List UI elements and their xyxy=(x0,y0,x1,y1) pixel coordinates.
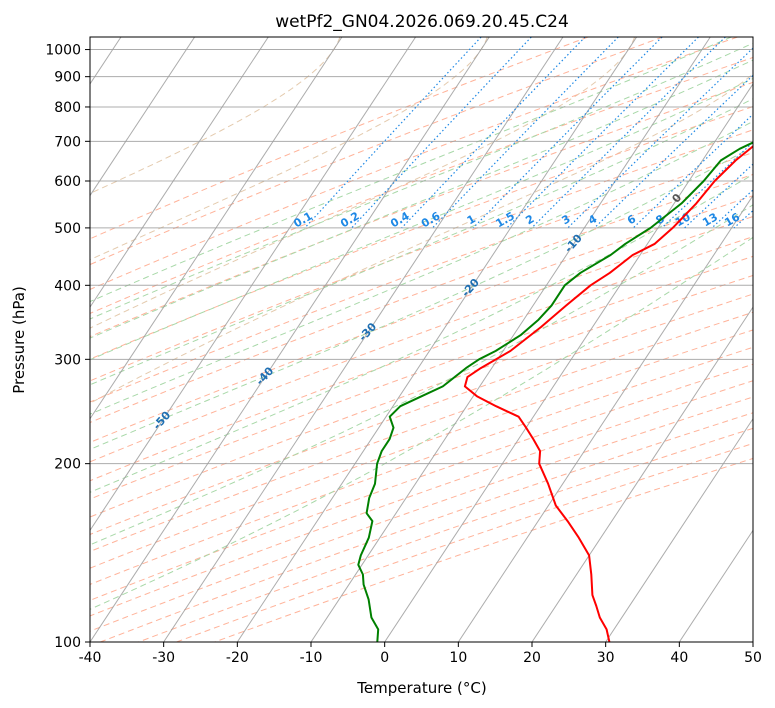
y-tick-label: 300 xyxy=(54,352,81,368)
x-tick-label: 50 xyxy=(744,650,762,666)
y-tick-label: 600 xyxy=(54,174,81,190)
isotherm-line xyxy=(90,37,269,309)
dry-adiabat xyxy=(90,151,753,403)
dry-adiabat xyxy=(90,255,753,500)
x-tick-label: -10 xyxy=(300,650,323,666)
y-tick-label: 900 xyxy=(54,70,81,86)
x-tick-label: 20 xyxy=(523,650,541,666)
y-tick-label: 500 xyxy=(54,221,81,237)
mixing-ratio-line xyxy=(351,37,532,229)
isotherm-line xyxy=(90,37,196,197)
isotherm-line xyxy=(90,37,417,532)
x-tick-label: -30 xyxy=(152,650,175,666)
moist-adiabat xyxy=(90,204,753,546)
x-tick-label: 30 xyxy=(597,650,615,666)
profile-series xyxy=(357,141,753,642)
plot-background xyxy=(90,37,753,642)
isotherm-line xyxy=(678,529,753,642)
dry-adiabat xyxy=(90,363,753,601)
y-tick-label: 1000 xyxy=(45,43,81,59)
chart-title: wetPf2_GN04.2026.069.20.45.C24 xyxy=(275,12,569,32)
y-tick-label: 700 xyxy=(54,134,81,150)
dry-adiabat xyxy=(90,396,753,632)
plot-frame xyxy=(89,36,754,643)
y-tick-label: 400 xyxy=(54,278,81,294)
x-tick-label: -40 xyxy=(79,650,102,666)
dry-adiabat xyxy=(90,329,753,569)
isotherm-line xyxy=(163,37,564,642)
isotherm-line xyxy=(236,37,638,642)
dry-adiabat xyxy=(90,311,753,553)
dry-adiabat xyxy=(90,37,663,266)
ccl-arc xyxy=(90,37,488,261)
y-axis-title: Pressure (hPa) xyxy=(10,286,28,394)
x-axis-title: Temperature (°C) xyxy=(356,679,486,697)
moist-adiabat xyxy=(90,120,753,415)
moist-adiabat xyxy=(90,145,753,450)
y-axis: 100 200 300 400 500 600 700 800 900 1000 xyxy=(45,43,90,651)
isotherm-line xyxy=(90,37,490,642)
moist-adiabat xyxy=(90,236,753,610)
y-tick-label: 800 xyxy=(54,100,81,116)
mixing-ratio-line xyxy=(472,37,663,229)
dry-adiabat xyxy=(90,129,753,382)
y-tick-label: 200 xyxy=(54,457,81,473)
mixing-ratio-line xyxy=(594,74,753,229)
mixing-ratio-line xyxy=(661,141,753,229)
x-tick-label: 40 xyxy=(670,650,688,666)
mixing-ratio-line xyxy=(304,37,482,229)
dry-adiabat xyxy=(90,81,753,338)
isotherm-line xyxy=(531,306,753,642)
mixing-ratio-line xyxy=(401,37,586,229)
dry-adiabat xyxy=(90,195,753,443)
dry-adiabat xyxy=(90,105,753,360)
isotherm-line xyxy=(90,37,343,420)
isotherm-line xyxy=(310,37,711,642)
x-axis: -40 -30 -20 -10 0 10 20 30 40 50 xyxy=(79,642,762,666)
dry-adiabat xyxy=(90,274,753,518)
ccl-arc xyxy=(90,37,341,195)
mixing-ratio-line xyxy=(506,37,699,229)
isotherm-line xyxy=(384,83,753,642)
isotherm-line xyxy=(752,641,753,642)
mixing-ratio-line xyxy=(567,47,753,229)
x-tick-label: 0 xyxy=(380,650,389,666)
x-tick-label: -20 xyxy=(226,650,249,666)
x-tick-label: 10 xyxy=(449,650,467,666)
y-tick-label: 100 xyxy=(54,635,81,651)
mixing-ratio-line xyxy=(758,37,775,228)
isotherm-line xyxy=(605,417,753,642)
temperature-profile-line xyxy=(463,145,753,642)
dry-adiabat xyxy=(90,215,753,463)
isotherm-line xyxy=(457,194,753,642)
background-lines xyxy=(90,37,775,642)
dry-adiabat xyxy=(90,37,738,290)
dewpoint-profile-line xyxy=(357,141,753,642)
mixing-ratio-line xyxy=(432,37,619,229)
ccl-arc xyxy=(90,73,753,404)
moist-adiabat xyxy=(90,37,732,303)
